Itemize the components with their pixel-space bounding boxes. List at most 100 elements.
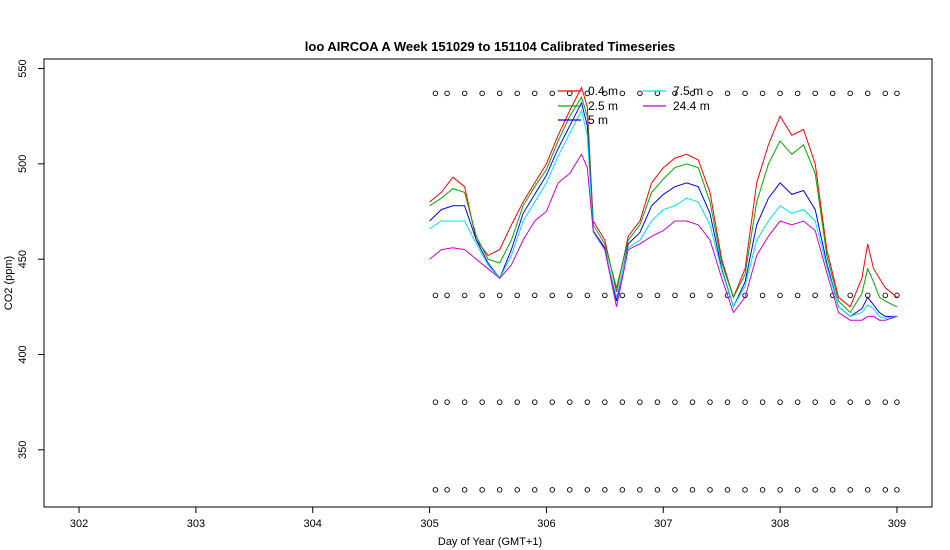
marker-point [637, 399, 643, 405]
marker-point [567, 90, 573, 97]
marker-point [461, 399, 468, 405]
legend-label: 0.4 m [588, 84, 618, 98]
marker-point [567, 399, 573, 405]
marker-point [602, 487, 608, 493]
marker-point [432, 399, 439, 405]
marker-point [724, 399, 731, 405]
marker-point [531, 399, 538, 405]
marker-point [549, 399, 556, 405]
marker-point [707, 487, 713, 493]
y-tick-label: 450 [17, 250, 29, 268]
marker-point [794, 487, 801, 493]
marker-point [777, 487, 783, 493]
marker-point [637, 90, 643, 97]
legend: 0.4 m 7.5 m 2.5 m 24.4 m 5 m [558, 84, 710, 127]
marker-point [777, 292, 783, 299]
marker-point [812, 90, 818, 97]
marker-point [567, 487, 573, 493]
legend-label: 7.5 m [673, 84, 703, 98]
marker-point [672, 487, 678, 493]
marker-point [567, 292, 573, 299]
marker-point [531, 292, 538, 299]
marker-point [654, 399, 661, 405]
legend-label: 2.5 m [588, 99, 618, 113]
marker-point [794, 399, 801, 405]
marker-point [847, 90, 853, 97]
series-line [429, 109, 897, 319]
marker-point [619, 487, 626, 493]
marker-point [602, 399, 608, 405]
marker-point [759, 90, 766, 97]
marker-point [602, 90, 608, 97]
marker-point [829, 487, 836, 493]
marker-point [432, 487, 439, 493]
marker-point [689, 487, 696, 493]
legend-label: 24.4 m [673, 99, 710, 113]
marker-point [759, 399, 766, 405]
marker-point [882, 90, 889, 97]
marker-point [479, 487, 485, 493]
marker-point [444, 90, 450, 97]
marker-point [496, 399, 503, 405]
marker-point [496, 90, 503, 97]
marker-point [549, 90, 556, 97]
marker-point [794, 292, 801, 299]
marker-point [584, 90, 591, 97]
marker-point [461, 292, 468, 299]
x-tick-label: 306 [537, 518, 555, 530]
marker-point [742, 487, 748, 493]
marker-point [514, 90, 520, 97]
marker-point [584, 292, 591, 299]
marker-point [584, 487, 591, 493]
y-tick-label: 500 [17, 155, 29, 173]
marker-point [654, 292, 661, 299]
marker-point [584, 399, 591, 405]
y-axis: 350 400 450 500 550 [17, 59, 44, 459]
marker-point [461, 90, 468, 97]
marker-point [742, 399, 748, 405]
y-tick-label: 550 [17, 59, 29, 77]
marker-point [531, 487, 538, 493]
x-tick-label: 303 [187, 518, 205, 530]
marker-point [619, 292, 626, 299]
marker-point [777, 90, 783, 97]
marker-point [479, 399, 485, 405]
marker-point [864, 90, 871, 97]
x-tick-label: 307 [654, 518, 672, 530]
marker-point [637, 292, 643, 299]
x-axis: 302 303 304 305 306 307 308 309 [70, 507, 906, 530]
marker-point [829, 399, 836, 405]
marker-point [672, 90, 678, 97]
marker-point [847, 292, 853, 299]
marker-point [514, 292, 520, 299]
marker-point [444, 292, 450, 299]
marker-point [812, 487, 818, 493]
marker-point [864, 399, 871, 405]
marker-point [724, 487, 731, 493]
marker-point [672, 399, 678, 405]
marker-point [812, 292, 818, 299]
marker-point [432, 292, 439, 299]
series-line [429, 95, 898, 314]
marker-point [479, 292, 485, 299]
marker-point [496, 487, 503, 493]
marker-point [882, 292, 889, 299]
x-tick-label: 309 [888, 518, 906, 530]
chart-title: loo AIRCOA A Week 151029 to 151104 Calib… [305, 39, 675, 54]
marker-point [707, 292, 713, 299]
marker-point [882, 487, 889, 493]
marker-point [479, 90, 485, 97]
marker-point [759, 292, 766, 299]
series-lines [429, 86, 898, 321]
marker-point [742, 90, 748, 97]
x-tick-label: 308 [771, 518, 789, 530]
marker-point [894, 399, 900, 405]
marker-point [514, 399, 520, 405]
marker-point [794, 90, 801, 97]
marker-point [672, 292, 678, 299]
series-line [429, 153, 898, 321]
x-axis-label: Day of Year (GMT+1) [438, 536, 542, 548]
marker-point [894, 487, 900, 493]
marker-point [637, 487, 643, 493]
marker-point [549, 487, 556, 493]
